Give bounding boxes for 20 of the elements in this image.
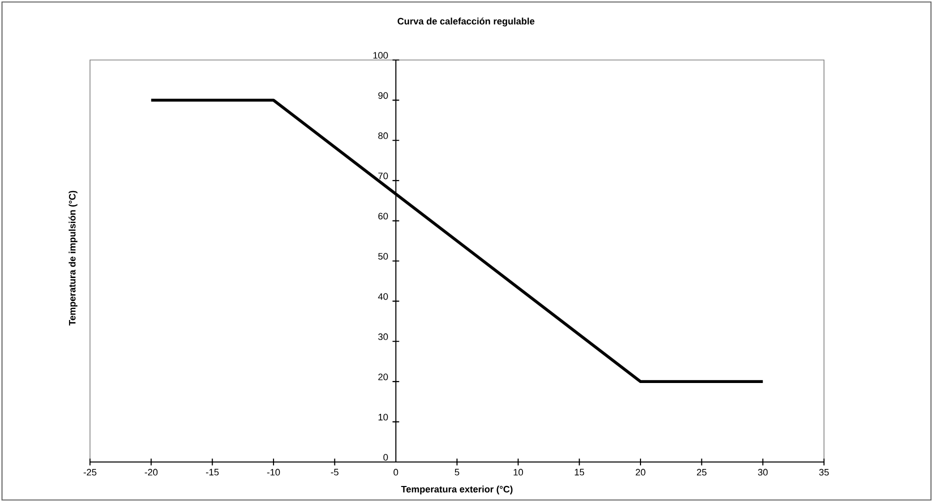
x-tick-label: 0 bbox=[394, 468, 398, 476]
x-tick-label: -25 bbox=[84, 468, 96, 476]
x-tick-label: 10 bbox=[514, 468, 523, 476]
x-tick-label: -15 bbox=[206, 468, 219, 476]
y-tick-label: 0 bbox=[383, 454, 388, 461]
y-axis-title: Temperatura de impulsión (°C) bbox=[68, 190, 78, 326]
x-tick-label: 25 bbox=[696, 468, 706, 476]
x-tick-label: -20 bbox=[144, 468, 158, 476]
y-tick-label: 90 bbox=[378, 92, 388, 99]
y-tick-label: 100 bbox=[373, 52, 388, 59]
x-tick-label: -5 bbox=[330, 468, 338, 476]
x-tick-label: -10 bbox=[267, 468, 280, 476]
x-tick-label: 15 bbox=[574, 468, 584, 476]
x-tick-label: 20 bbox=[636, 468, 646, 476]
x-axis-title: Temperatura exterior (°C) bbox=[401, 486, 512, 494]
x-tick-label: 35 bbox=[819, 468, 829, 476]
x-tick-label: 30 bbox=[758, 468, 768, 476]
y-tick-label: 10 bbox=[378, 414, 388, 420]
chart-title: Curva de calefacción regulable bbox=[398, 18, 534, 26]
x-tick-label: 5 bbox=[454, 468, 460, 476]
